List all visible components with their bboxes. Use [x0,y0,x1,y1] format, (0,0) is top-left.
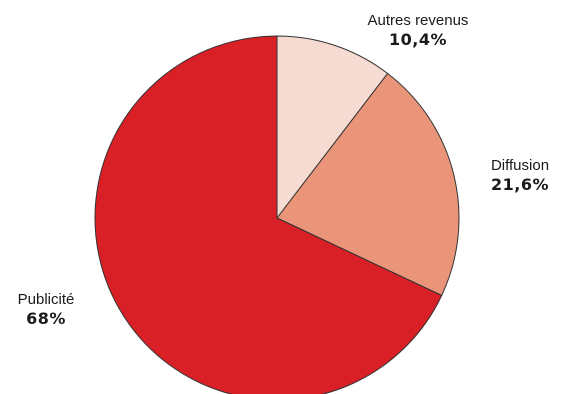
slice-value-2: 68% [26,309,66,328]
pie-slices [94,35,460,394]
slice-value-0: 10,4% [389,30,447,49]
slice-label-0: Autres revenus [368,12,469,29]
slice-label-2: Publicité [18,291,75,308]
pie-slice-1 [276,72,460,297]
pie-slice-0 [276,35,389,220]
slice-value-1: 21,6% [491,175,549,194]
slice-label-1: Diffusion [491,157,549,174]
pie-slice-2 [94,35,443,394]
